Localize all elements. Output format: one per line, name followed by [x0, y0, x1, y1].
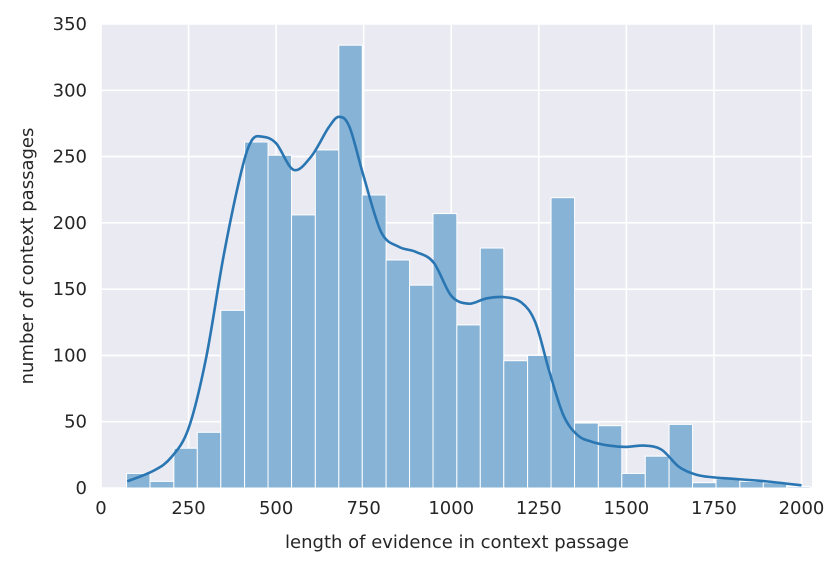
histogram-bar: [692, 482, 717, 489]
histogram-bar: [314, 149, 340, 489]
x-tick-label: 1250: [516, 498, 562, 519]
histogram-bar: [173, 447, 198, 489]
histogram-bar: [503, 360, 529, 489]
histogram-bar: [291, 214, 316, 489]
histogram-bar: [574, 422, 599, 489]
histogram-bars: [126, 44, 811, 489]
histogram-bar: [361, 194, 387, 489]
histogram-bar: [621, 472, 646, 489]
y-tick-label: 300: [53, 80, 87, 101]
y-tick-label: 200: [53, 213, 87, 234]
histogram-bar: [550, 197, 576, 489]
histogram-bar: [432, 213, 458, 489]
x-tick-label: 0: [95, 498, 106, 519]
histogram-bar: [220, 309, 246, 489]
x-tick-label: 1500: [603, 498, 649, 519]
histogram-bar: [644, 455, 670, 489]
y-tick-label: 350: [53, 14, 87, 35]
y-axis-ticks: 0 50 100 150 200 250 300 350: [53, 14, 87, 499]
y-axis-label: number of context passages: [17, 128, 38, 385]
x-axis-label: length of evidence in context passage: [285, 532, 629, 553]
histogram-bar: [786, 486, 811, 489]
histogram-bar: [409, 284, 434, 489]
y-tick-label: 50: [64, 412, 87, 433]
histogram-bar: [267, 154, 293, 489]
histogram-bar: [338, 44, 363, 489]
x-tick-label: 250: [171, 498, 205, 519]
y-tick-label: 100: [53, 345, 87, 366]
y-tick-label: 250: [53, 147, 87, 168]
histogram-bar: [597, 425, 623, 489]
x-tick-label: 1750: [691, 498, 737, 519]
histogram-bar: [527, 354, 552, 489]
histogram-bar: [479, 247, 505, 489]
x-tick-label: 2000: [779, 498, 825, 519]
x-tick-label: 1000: [428, 498, 474, 519]
histogram-bar: [196, 431, 222, 489]
x-tick-label: 750: [347, 498, 381, 519]
histogram-bar: [244, 141, 269, 489]
histogram-bar: [456, 324, 481, 489]
y-tick-label: 150: [53, 279, 87, 300]
kde-curve: [126, 115, 802, 487]
histogram-bar: [668, 423, 694, 489]
x-axis-ticks: 0 250 500 750 1000 1250 1500 1750 2000: [95, 498, 824, 519]
histogram-bar: [385, 259, 411, 489]
x-tick-label: 500: [259, 498, 293, 519]
histogram-bar: [126, 472, 151, 489]
y-tick-label: 0: [76, 478, 87, 499]
histogram-bar: [149, 480, 175, 489]
histogram-bar: [739, 480, 764, 489]
